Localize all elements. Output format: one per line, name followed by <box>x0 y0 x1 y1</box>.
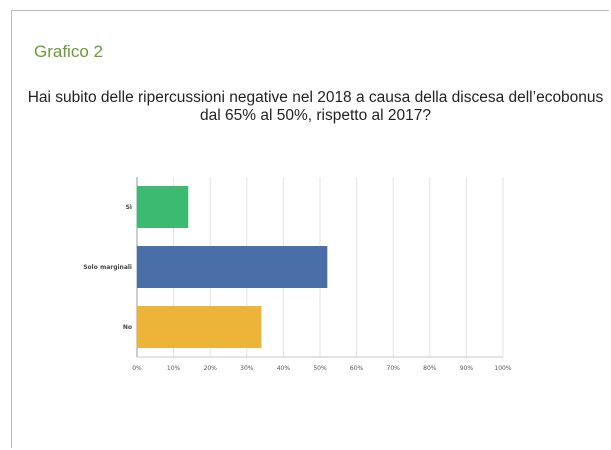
category-label: Solo marginali <box>83 264 132 271</box>
category-label: Sì <box>126 204 132 211</box>
x-tick-label: 10% <box>167 365 181 372</box>
category-labels: Sì Solo marginali No <box>83 204 132 331</box>
bar <box>137 306 262 348</box>
x-tick-label: 70% <box>387 365 401 372</box>
x-tick-label: 50% <box>313 365 327 372</box>
x-tick-label: 40% <box>277 365 291 372</box>
x-tick-labels: 0% 10% 20% 30% 40% 50% 60% 70% 80% 90% 100% <box>132 365 512 372</box>
bar <box>137 246 328 288</box>
x-tick-label: 60% <box>350 365 364 372</box>
chart-title: Hai subito delle ripercussioni negative … <box>27 89 604 124</box>
category-label: No <box>123 324 132 331</box>
bar <box>137 186 189 228</box>
x-tick-label: 90% <box>460 365 474 372</box>
x-tick-label: 100% <box>494 365 511 372</box>
figure-frame <box>11 10 609 448</box>
x-tick-label: 80% <box>423 365 437 372</box>
figure-label: Grafico 2 <box>34 42 103 61</box>
x-tick-label: 0% <box>132 365 142 372</box>
bars <box>137 186 328 348</box>
x-tick-label: 30% <box>240 365 254 372</box>
x-tick-label: 20% <box>204 365 218 372</box>
